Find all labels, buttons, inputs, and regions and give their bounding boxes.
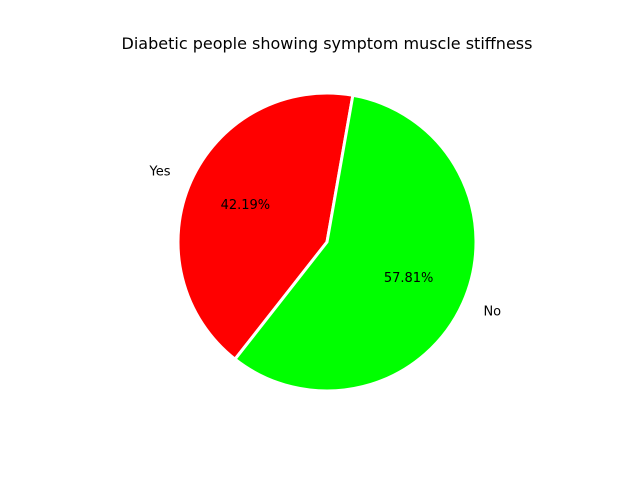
chart-title: Diabetic people showing symptom muscle s… [122,34,533,53]
pie-slice-no [233,93,478,393]
slice-label-yes: Yes [149,165,171,180]
pie-labels: Yes 42.19% No 57.81% [149,165,502,320]
slice-pct-no: 57.81% [384,271,434,286]
pie-slices [176,91,478,393]
slice-label-no: No [483,304,501,319]
pie-slice-yes [176,91,355,361]
slice-pct-yes: 42.19% [221,198,271,213]
